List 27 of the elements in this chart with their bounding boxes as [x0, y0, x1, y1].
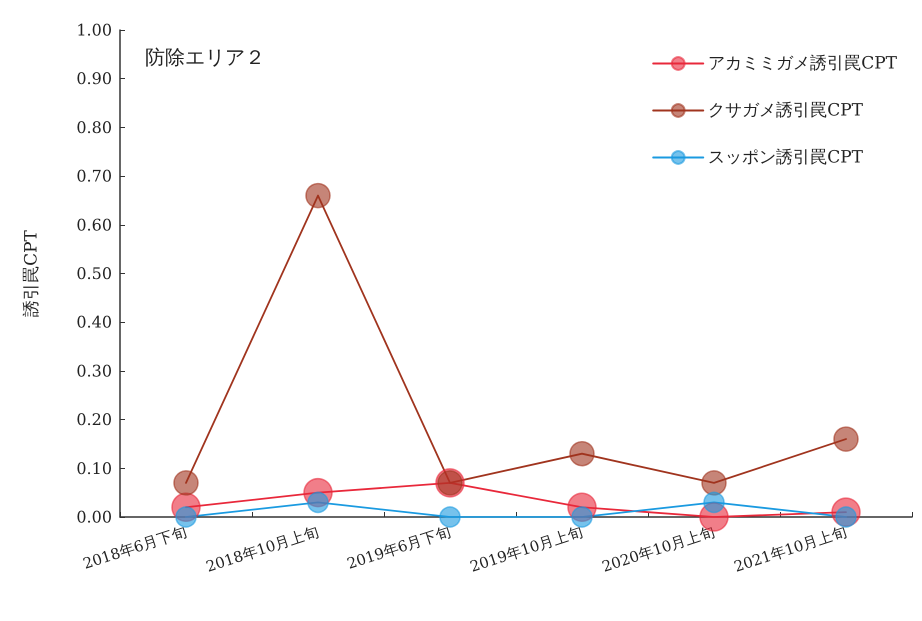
- x-tick-label: 2019年10月上旬: [468, 522, 585, 576]
- y-tick-label: 0.60: [76, 215, 112, 234]
- x-tick-label: 2021年10月上旬: [732, 522, 849, 576]
- point: [439, 506, 461, 528]
- y-tick-label: 0.70: [76, 166, 112, 186]
- y-tick-label: 0.10: [76, 458, 112, 478]
- x-tick-label: 2018年10月上旬: [204, 522, 321, 576]
- legend-label: クサガメ誘引罠CPT: [708, 100, 864, 120]
- y-tick-label: 0.20: [76, 410, 112, 430]
- y-tick-label: 1.00: [76, 20, 112, 40]
- y-tick-label: 0.90: [76, 69, 112, 88]
- y-tick-label: 0.80: [76, 118, 112, 137]
- y-tick-label: 0.30: [76, 361, 112, 380]
- x-tick-label: 2019年6月下旬: [344, 522, 453, 573]
- y-tick-label: 0.50: [76, 264, 112, 283]
- point: [173, 470, 199, 496]
- y-tick-label: 0.40: [76, 312, 112, 332]
- point: [701, 470, 727, 496]
- point: [703, 492, 725, 514]
- point: [833, 426, 859, 452]
- point: [305, 182, 331, 208]
- legend-label: アカミミガメ誘引罠CPT: [708, 54, 898, 74]
- y-axis-title: 誘引罠CPT: [22, 229, 42, 317]
- x-tick-label: 2020年10月上旬: [600, 522, 717, 576]
- text: 防除エリア２: [145, 45, 265, 69]
- legend-label: スッポン誘引罠CPT: [708, 148, 864, 168]
- point: [569, 440, 595, 466]
